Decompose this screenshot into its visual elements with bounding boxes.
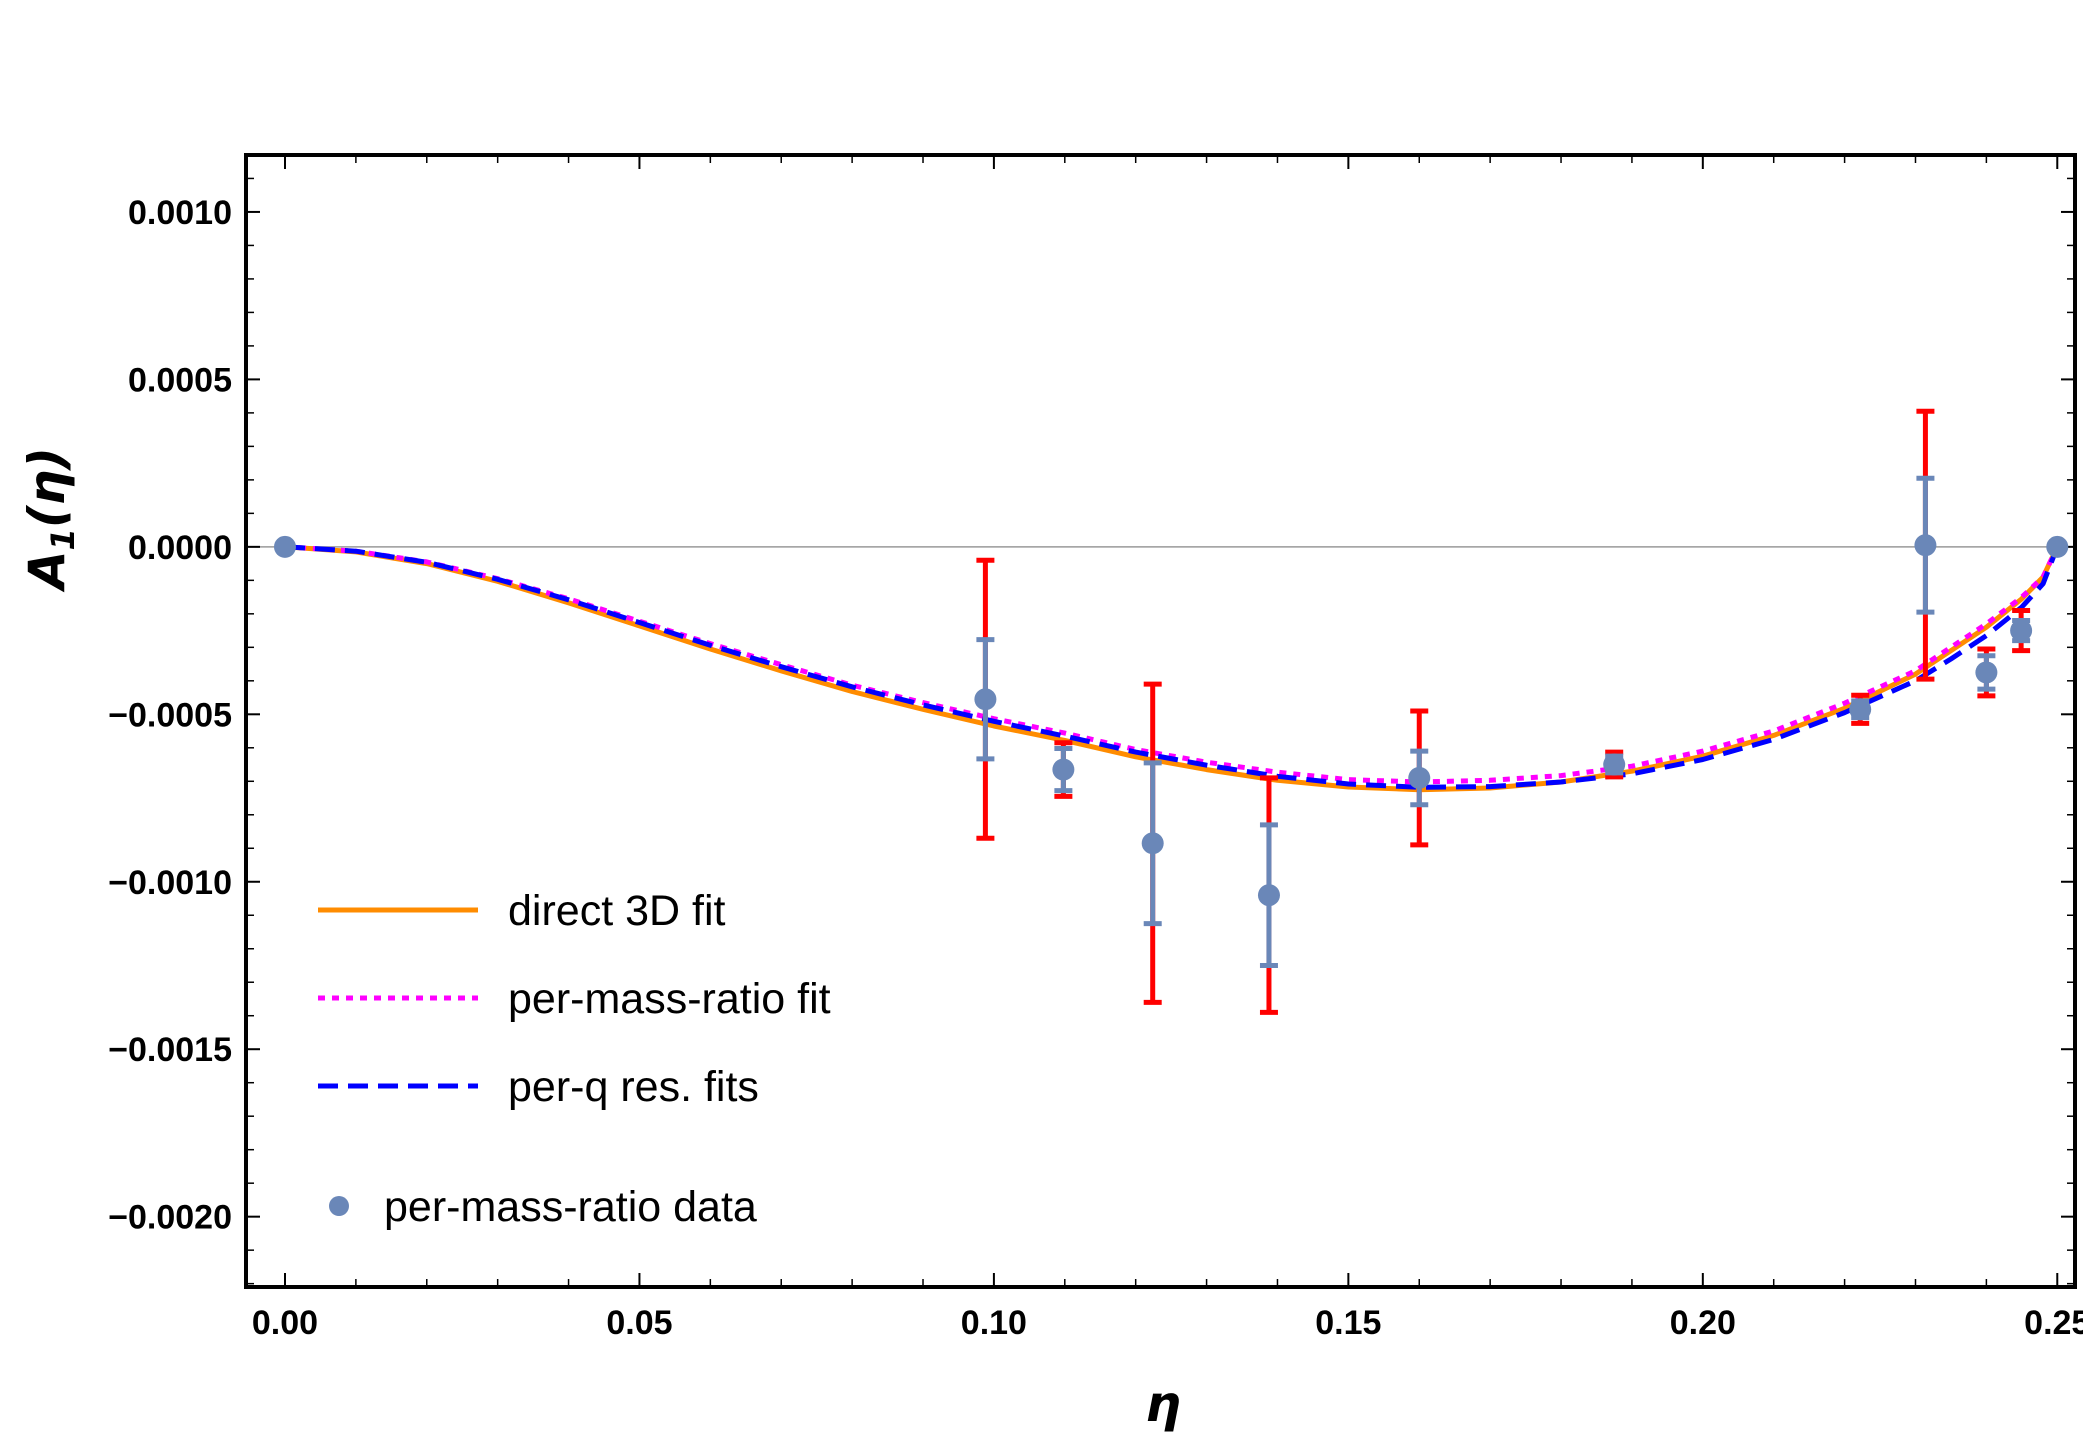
data-point <box>1603 753 1626 776</box>
x-tick-label: 0.05 <box>606 1304 672 1342</box>
x-tick-label: 0.20 <box>1670 1304 1736 1342</box>
x-tick-label: 0.25 <box>2024 1304 2083 1342</box>
tick-labels-layer: 0.00 0.05 0.10 0.15 0.20 0.25 0.0010 0.0005 0.00… <box>108 194 2083 1342</box>
x-tick-label: 0.10 <box>961 1304 1027 1342</box>
y-axis-title: A1(η) <box>18 447 82 593</box>
svg-text:A1(η): A1(η) <box>18 447 82 593</box>
data-point <box>1914 534 1937 557</box>
data-point <box>974 688 997 711</box>
data-point <box>1849 698 1872 721</box>
data-point <box>1975 661 1998 684</box>
y-tick-label: 0.0010 <box>128 194 232 232</box>
data-point <box>1141 832 1164 855</box>
data-point <box>1052 758 1075 781</box>
legend-label-per-mass-ratio-data: per-mass-ratio data <box>384 1183 757 1231</box>
data-point <box>1408 766 1431 789</box>
x-axis-title: η <box>1145 1375 1181 1432</box>
legend-label-per-q-res-fits: per-q res. fits <box>508 1063 759 1111</box>
y-tick-label: −0.0020 <box>108 1199 232 1237</box>
y-tick-label: −0.0005 <box>108 696 232 734</box>
x-tick-label: 0.15 <box>1315 1304 1381 1342</box>
data-point <box>2010 619 2033 642</box>
legend-label-direct-3d-fit: direct 3D fit <box>508 887 726 935</box>
y-axis-title-sub: 1 <box>44 528 82 550</box>
legend-swatch-per-mass-ratio-data <box>329 1196 349 1216</box>
plot-frame <box>244 153 2077 1289</box>
y-tick-label: 0.0005 <box>128 361 232 399</box>
y-tick-label: −0.0015 <box>108 1031 232 1069</box>
data-point <box>2046 535 2069 558</box>
y-tick-label: 0.0000 <box>128 529 232 567</box>
y-axis-title-arg: (η) <box>18 447 76 528</box>
legend: direct 3D fit per-mass-ratio fit per-q r… <box>318 887 831 1231</box>
x-tick-label: 0.00 <box>252 1304 318 1342</box>
points-layer <box>273 408 2069 1015</box>
data-point <box>273 535 296 558</box>
data-point <box>1257 884 1280 907</box>
y-tick-label: −0.0010 <box>108 864 232 902</box>
legend-label-per-mass-ratio-fit: per-mass-ratio fit <box>508 975 831 1023</box>
y-axis-title-main: A <box>18 550 76 593</box>
